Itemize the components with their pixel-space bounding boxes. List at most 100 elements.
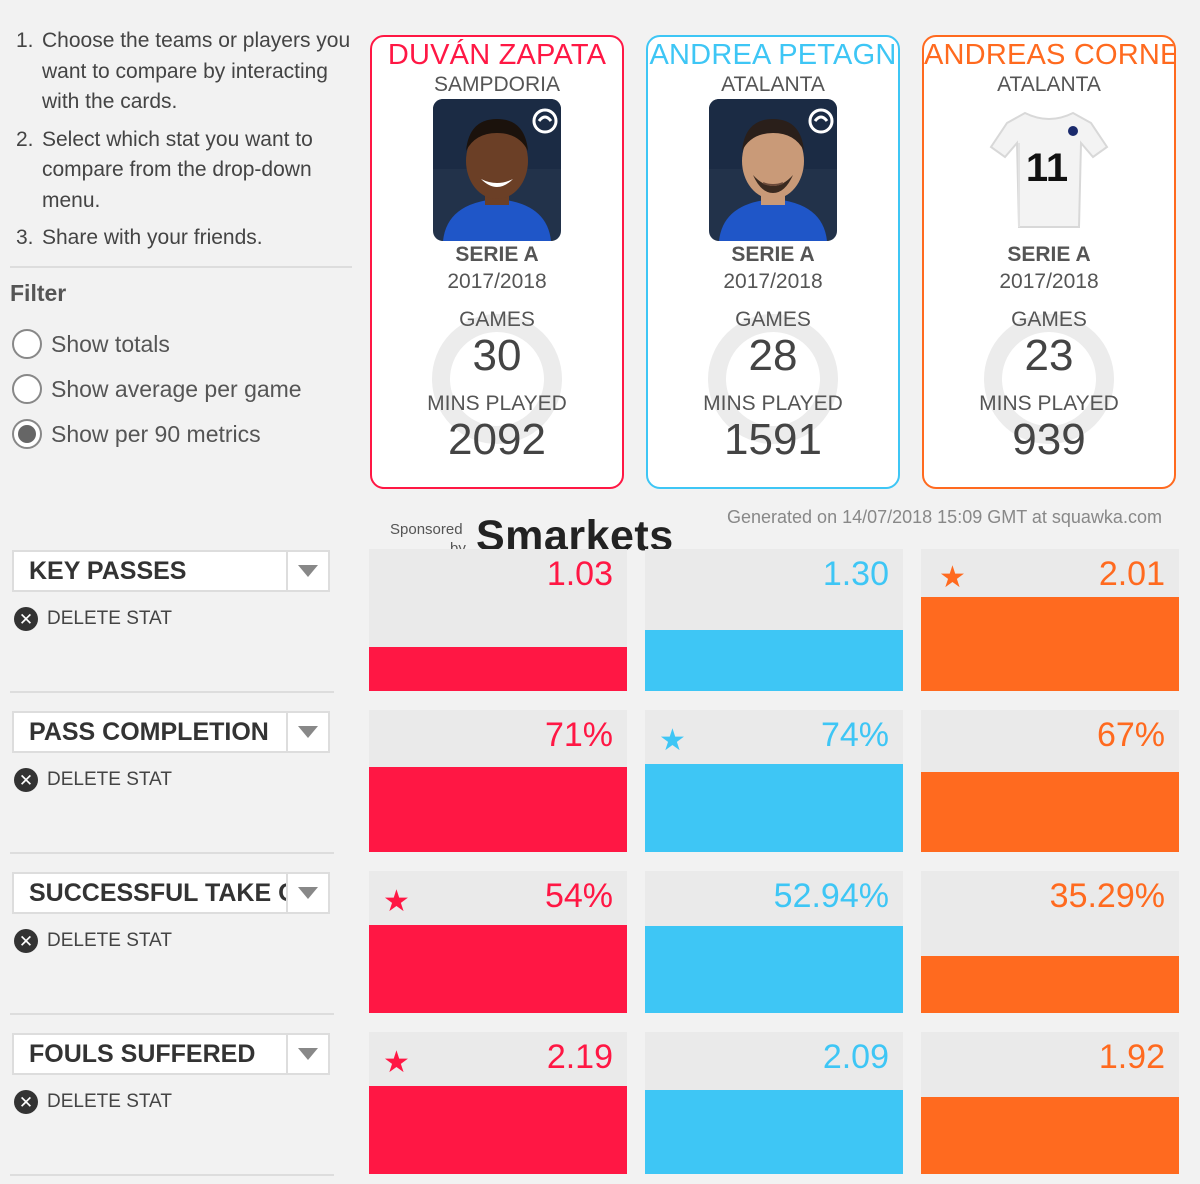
delete-stat-button[interactable]: ✕ DELETE STAT [14, 767, 172, 793]
stat-value: 54% [544, 877, 613, 915]
generated-note: Generated on 14/07/2018 15:09 GMT at squ… [727, 507, 1162, 527]
stat-bar [645, 630, 903, 691]
card-stats: GAMES 23 MINS PLAYED 939 [924, 308, 1174, 464]
dropdown-toggle[interactable] [286, 1035, 328, 1073]
row-divider [10, 852, 334, 854]
stat-bar [645, 764, 903, 852]
season-label: 2017/2018 [723, 270, 823, 293]
player-name[interactable]: ANDREA PETAGN [649, 39, 897, 71]
star-icon: ★ [383, 885, 410, 918]
player-photo [709, 99, 837, 241]
radio-show-totals[interactable]: Show totals [12, 327, 170, 361]
stat-value: 52.94% [773, 877, 889, 915]
row-divider [10, 691, 334, 693]
player-team: ATALANTA [997, 73, 1101, 96]
stat-value: 2.01 [1098, 555, 1165, 593]
filter-title: Filter [10, 280, 67, 306]
stat-dropdown[interactable]: SUCCESSFUL TAKE ONS [12, 872, 330, 914]
radio-button[interactable] [12, 419, 42, 449]
stat-bar [921, 597, 1179, 691]
player-team: SAMPDORIA [433, 73, 561, 96]
shirt-icon: 11 [985, 99, 1113, 241]
mins-value: 1591 [724, 415, 822, 464]
stat-value: 1.03 [546, 555, 613, 593]
radio-show-per90[interactable]: Show per 90 metrics [12, 417, 261, 451]
league-label: SERIE A [1007, 243, 1091, 266]
stat-bar [921, 1097, 1179, 1174]
stat-dropdown-value: SUCCESSFUL TAKE ONS [29, 878, 286, 907]
player-name[interactable]: ANDREAS CORNE [924, 39, 1174, 71]
instruction-number: 3. [16, 226, 34, 249]
chevron-down-icon [298, 726, 318, 738]
instruction-text: Share with your friends. [42, 226, 263, 249]
instruction-text: Select which stat you want to compare fr… [42, 127, 313, 212]
stat-cell: 35.29% [921, 871, 1179, 1013]
stat-cell: ★ 2.01 [921, 549, 1179, 691]
stat-dropdown[interactable]: FOULS SUFFERED [12, 1033, 330, 1075]
instruction-number: 2. [16, 127, 34, 151]
star-icon: ★ [939, 561, 966, 594]
stat-cell: 52.94% [645, 871, 903, 1013]
stat-bar [369, 1086, 627, 1174]
mins-value: 2092 [448, 415, 546, 464]
radio-button[interactable] [12, 329, 42, 359]
close-icon: ✕ [14, 607, 38, 631]
games-label: GAMES [1011, 308, 1087, 331]
delete-stat-button[interactable]: ✕ DELETE STAT [14, 1089, 172, 1115]
stat-value: 71% [544, 716, 613, 754]
radio-show-average[interactable]: Show average per game [12, 372, 302, 406]
games-label: GAMES [459, 308, 535, 331]
stat-dropdown-value: PASS COMPLETION [29, 717, 269, 746]
delete-stat-label: DELETE STAT [47, 608, 172, 629]
stat-value: 74% [820, 716, 889, 754]
stat-cell: 2.09 [645, 1032, 903, 1174]
stat-cell: 67% [921, 710, 1179, 852]
delete-stat-button[interactable]: ✕ DELETE STAT [14, 606, 172, 632]
stat-cell: 1.92 [921, 1032, 1179, 1174]
stat-value: 2.19 [546, 1038, 613, 1076]
svg-text:11: 11 [1026, 146, 1068, 190]
league-label: SERIE A [731, 243, 815, 266]
dropdown-toggle[interactable] [286, 552, 328, 590]
mins-label: MINS PLAYED [703, 392, 843, 415]
player-team: ATALANTA [721, 73, 825, 96]
close-icon: ✕ [14, 929, 38, 953]
radio-label: Show average per game [51, 375, 302, 402]
delete-stat-label: DELETE STAT [47, 1091, 172, 1112]
stat-value: 67% [1096, 716, 1165, 754]
player-name[interactable]: DUVÁN ZAPATA [387, 39, 607, 71]
mins-label: MINS PLAYED [427, 392, 567, 415]
season-label: 2017/2018 [999, 270, 1099, 293]
stat-value: 1.30 [822, 555, 889, 593]
season-label: 2017/2018 [447, 270, 547, 293]
stat-dropdown-value: KEY PASSES [29, 556, 187, 585]
instruction-number: 1. [16, 29, 34, 52]
stat-cell: ★ 2.19 [369, 1032, 627, 1174]
chevron-down-icon [298, 1048, 318, 1060]
delete-stat-label: DELETE STAT [47, 930, 172, 951]
instruction-item: 3. Share with your friends. [16, 223, 352, 254]
stat-cell: 1.30 [645, 549, 903, 691]
chevron-down-icon [298, 565, 318, 577]
close-icon: ✕ [14, 1090, 38, 1114]
delete-stat-button[interactable]: ✕ DELETE STAT [14, 928, 172, 954]
player-photo [433, 99, 561, 241]
stat-dropdown[interactable]: KEY PASSES [12, 550, 330, 592]
stat-bar [921, 956, 1179, 1013]
instruction-item: 1. Choose the teams or players you want t… [16, 26, 352, 118]
radio-label: Show totals [51, 330, 170, 357]
card-stats: GAMES 30 MINS PLAYED 2092 [372, 308, 622, 464]
stat-value: 35.29% [1049, 877, 1165, 915]
stat-dropdown-value: FOULS SUFFERED [29, 1039, 256, 1068]
player-card[interactable]: ANDREA PETAGN ATALANTA SERIE A 2017/2018… [646, 35, 900, 489]
stat-bar [645, 1090, 903, 1174]
stat-value: 1.92 [1098, 1038, 1165, 1076]
dropdown-toggle[interactable] [286, 713, 328, 751]
row-divider [10, 1013, 334, 1015]
stat-dropdown[interactable]: PASS COMPLETION [12, 711, 330, 753]
divider [10, 266, 352, 268]
player-card[interactable]: ANDREAS CORNE ATALANTA 11 SERIE A 2017/2… [922, 35, 1176, 489]
dropdown-toggle[interactable] [286, 874, 328, 912]
radio-button[interactable] [12, 374, 42, 404]
player-card[interactable]: DUVÁN ZAPATA SAMPDORIA SERIE A 2017/2018… [370, 35, 624, 489]
